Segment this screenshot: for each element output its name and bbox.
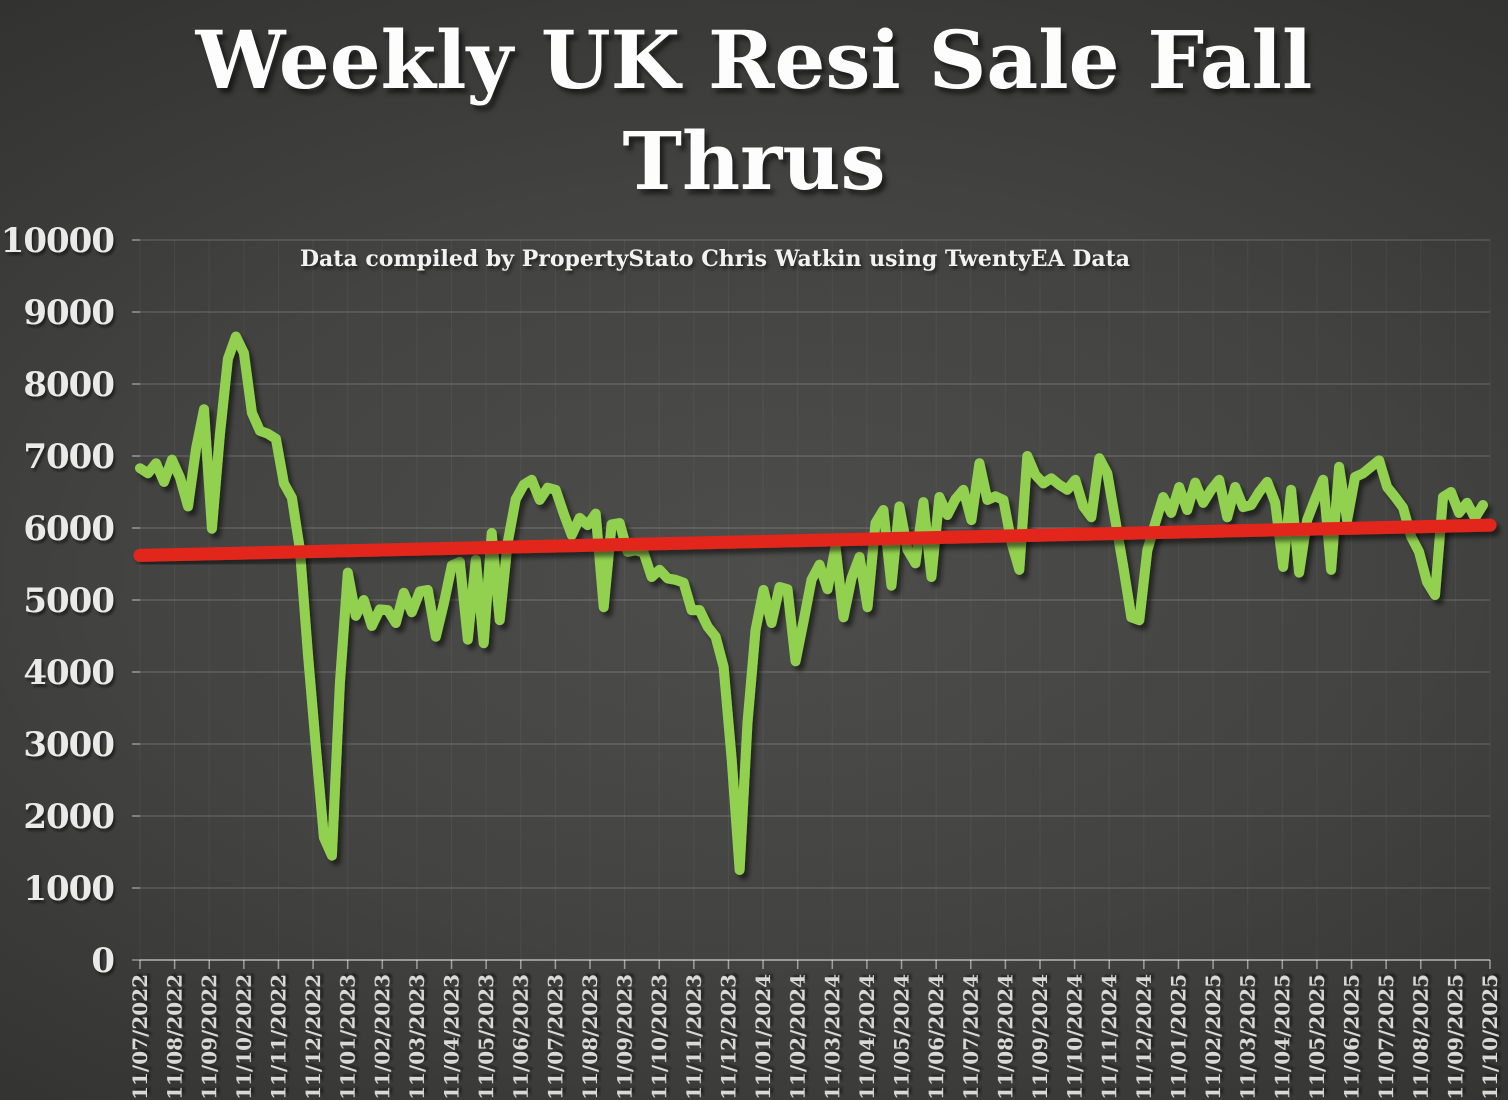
x-axis-label: 11/10/2024 <box>1063 974 1087 1100</box>
x-axis-label: 11/09/2023 <box>613 974 637 1100</box>
x-axis-label: 11/11/2024 <box>1097 974 1121 1100</box>
x-axis-label: 11/06/2025 <box>1340 974 1364 1100</box>
y-axis-label: 3000 <box>23 725 114 765</box>
x-axis-label: 11/07/2025 <box>1374 974 1398 1100</box>
x-axis-label: 11/12/2024 <box>1132 974 1156 1100</box>
x-axis-label: 11/04/2023 <box>440 974 464 1100</box>
y-axis-label: 6000 <box>23 509 114 549</box>
x-axis-label: 11/01/2023 <box>336 974 360 1100</box>
x-axis-label: 11/06/2024 <box>924 974 948 1100</box>
x-axis-label: 11/09/2025 <box>1443 974 1467 1100</box>
x-axis-label: 11/02/2025 <box>1201 974 1225 1100</box>
x-axis-label: 11/03/2024 <box>820 974 844 1100</box>
x-axis-label: 11/10/2022 <box>232 974 256 1100</box>
y-axis-label: 7000 <box>23 437 114 477</box>
fall-thrus-series-line <box>135 331 1488 875</box>
x-axis-label: 11/12/2023 <box>716 974 740 1100</box>
x-axis-label: 11/04/2024 <box>855 974 879 1100</box>
x-axis-label: 11/11/2022 <box>266 974 290 1100</box>
x-axis-label: 11/02/2023 <box>370 974 394 1100</box>
chart-subtitle: Data compiled by PropertyStato Chris Wat… <box>299 246 1131 272</box>
x-axis-label: 11/08/2025 <box>1409 974 1433 1100</box>
x-axis-label: 11/07/2024 <box>959 974 983 1100</box>
x-axis-label: 11/04/2025 <box>1270 974 1294 1100</box>
x-axis-label: 11/05/2023 <box>474 974 498 1100</box>
y-axis-label: 2000 <box>23 797 114 837</box>
x-axis-label: 11/12/2022 <box>301 974 325 1100</box>
y-axis-label: 4000 <box>23 653 114 693</box>
x-axis-label: 11/05/2025 <box>1305 974 1329 1100</box>
y-axis-label: 0 <box>91 941 114 981</box>
x-axis-label: 11/06/2023 <box>509 974 533 1100</box>
x-axis-label: 11/09/2022 <box>197 974 221 1100</box>
chart-title: Weekly UK Resi Sale Fall Thrus <box>195 13 1313 208</box>
x-axis-label: 11/01/2025 <box>1166 974 1190 1100</box>
x-axis-label: 11/08/2023 <box>578 974 602 1100</box>
y-axis-label: 10000 <box>1 221 115 261</box>
y-axis-label: 8000 <box>23 365 114 405</box>
x-axis-label: 11/05/2024 <box>890 974 914 1100</box>
x-axis-label: 11/08/2022 <box>163 974 187 1100</box>
x-axis-label: 11/08/2024 <box>993 974 1017 1100</box>
x-axis-label: 11/11/2023 <box>682 974 706 1100</box>
x-axis-label: 11/09/2024 <box>1028 974 1052 1100</box>
x-axis-label: 11/03/2025 <box>1236 974 1260 1100</box>
y-axis-label: 9000 <box>23 293 114 333</box>
x-axis-label: 11/10/2025 <box>1478 974 1502 1100</box>
x-axis-label: 11/01/2024 <box>751 974 775 1100</box>
trend-line <box>133 518 1497 562</box>
y-axis-label: 5000 <box>23 581 114 621</box>
y-axis-label: 1000 <box>23 869 114 909</box>
x-axis-label: 11/07/2023 <box>543 974 567 1100</box>
x-axis-label: 11/07/2022 <box>128 974 152 1100</box>
x-axis-label: 11/10/2023 <box>647 974 671 1100</box>
x-axis-label: 11/03/2023 <box>405 974 429 1100</box>
x-axis-label: 11/02/2024 <box>786 974 810 1100</box>
